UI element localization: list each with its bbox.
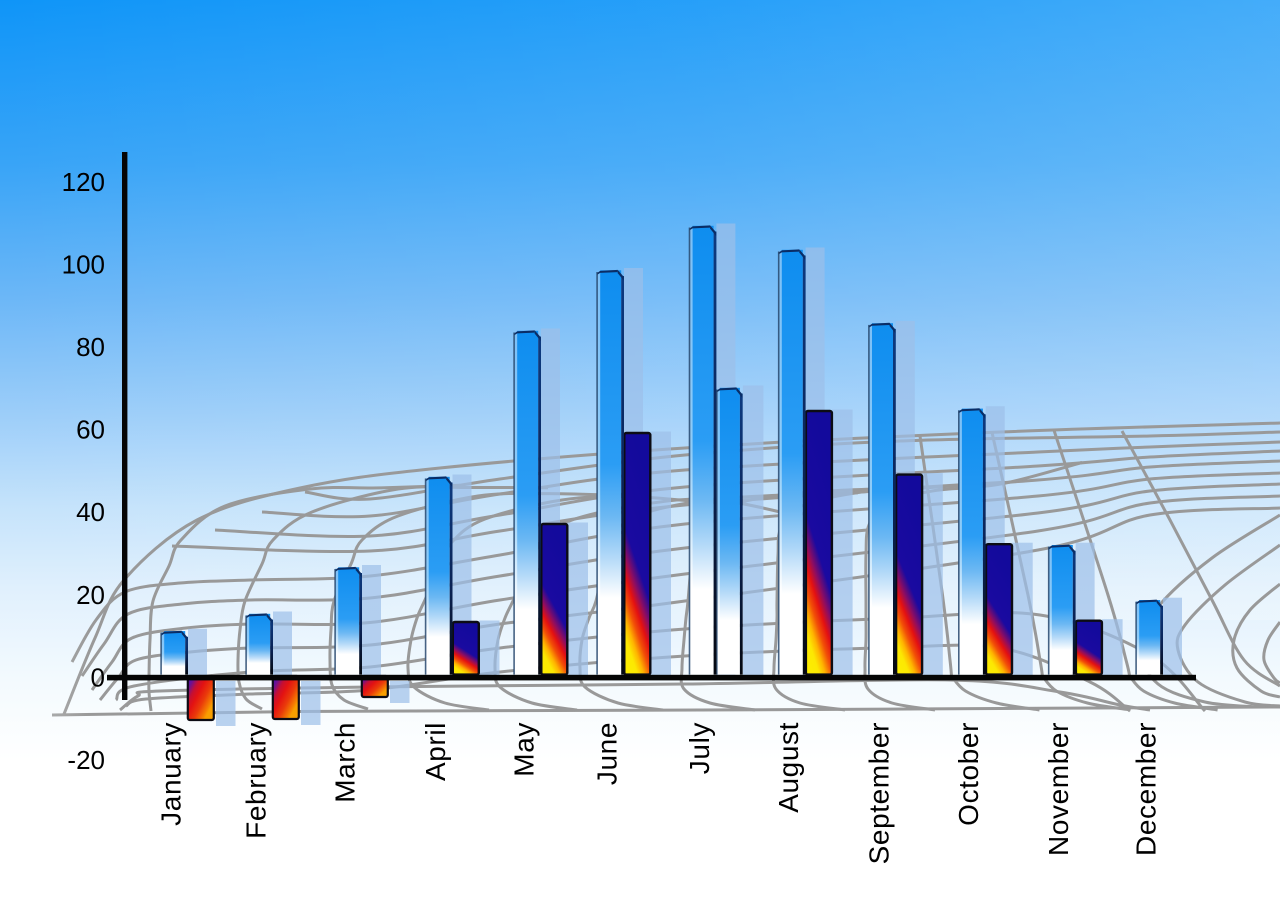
svg-text:June: June — [592, 722, 623, 785]
svg-text:60: 60 — [76, 415, 105, 445]
svg-text:0: 0 — [91, 662, 105, 692]
svg-text:August: August — [773, 722, 804, 813]
svg-text:May: May — [509, 722, 540, 777]
svg-text:January: January — [156, 722, 187, 826]
svg-text:-20: -20 — [67, 745, 105, 775]
svg-text:October: October — [953, 722, 984, 826]
svg-text:April: April — [420, 722, 451, 781]
svg-text:40: 40 — [76, 497, 105, 527]
svg-text:80: 80 — [76, 332, 105, 362]
svg-text:120: 120 — [62, 167, 105, 197]
svg-text:July: July — [684, 722, 715, 774]
svg-text:December: December — [1131, 722, 1162, 856]
svg-text:100: 100 — [62, 250, 105, 280]
svg-text:September: September — [863, 722, 894, 864]
svg-text:March: March — [330, 722, 361, 803]
svg-text:February: February — [241, 722, 272, 839]
svg-text:November: November — [1043, 722, 1074, 856]
svg-text:20: 20 — [76, 580, 105, 610]
